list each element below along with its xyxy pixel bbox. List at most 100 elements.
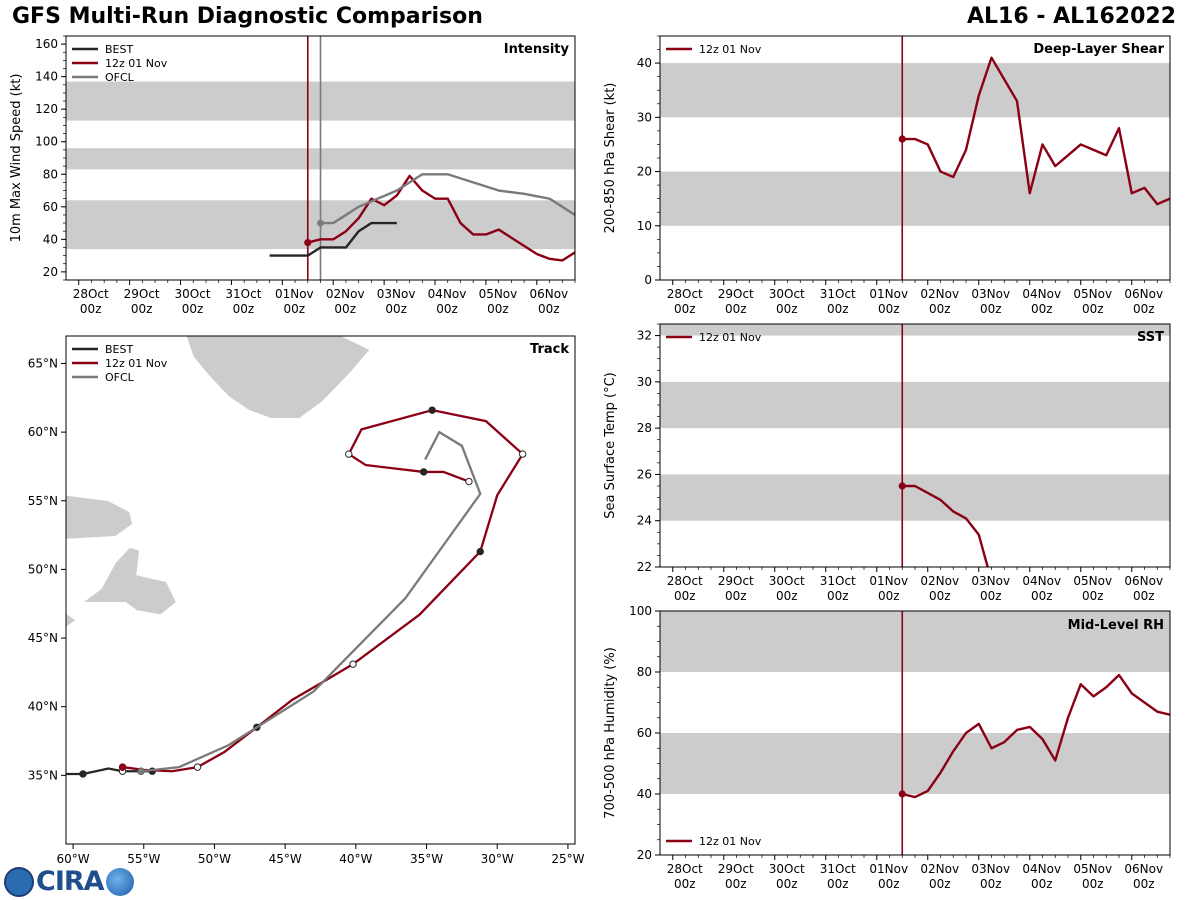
y-tick-label: 20 [637,165,652,179]
y-tick-label: 65°N [28,356,58,370]
y-axis-label: 10m Max Wind Speed (kt) [9,74,24,243]
x-tick-sublabel: 00z [674,877,696,891]
x-tick-label: 30Oct [769,574,805,588]
y-tick-label: 40 [637,787,652,801]
track-line-ofcl [140,430,482,773]
x-tick-label: 05Nov [479,287,518,301]
legend-label: BEST [105,43,133,56]
x-tick-label: 28Oct [73,287,109,301]
x-tick-sublabel: 00z [1082,589,1104,603]
threshold-band [660,611,1170,672]
x-tick-label: 05Nov [1073,574,1112,588]
x-tick-sublabel: 00z [1082,877,1104,891]
panel-track: 60°W 55°W 50°W 45°W 40°W 35°W 30°W 25°W 35°N 40°N… [28,335,585,866]
plot-area [66,336,527,778]
x-tick-label: 04Nov [1022,287,1061,301]
y-tick-label: 40 [637,56,652,70]
x-tick-label: 01Nov [869,574,908,588]
y-tick-label: 40 [43,232,58,246]
axes-frame [659,323,1171,568]
y-tick-label: 160 [35,37,58,51]
x-tick-sublabel: 00z [80,302,102,316]
x-tick-sublabel: 00z [1031,302,1053,316]
globe-icon [105,867,134,896]
x-tick-sublabel: 00z [827,302,849,316]
x-tick-label: 03Nov [971,287,1010,301]
y-tick-label: 60 [43,200,58,214]
x-tick-label: 30Oct [175,287,211,301]
series-start-point [304,238,312,247]
x-tick-label: 35°W [410,852,443,866]
x-tick-sublabel: 00z [878,877,900,891]
panel-title: Deep-Layer Shear [1033,42,1164,57]
x-tick-sublabel: 00z [725,877,747,891]
x-tick-sublabel: 00z [980,302,1002,316]
x-tick-label: 05Nov [1073,287,1112,301]
y-tick-label: 30 [637,110,652,124]
x-tick-label: 06Nov [1124,574,1163,588]
nova-scotia-land [66,612,77,628]
panel-rh: 2040608010028Oct00z29Oct00z30Oct00z31Oct… [603,604,1171,891]
y-tick-label: 140 [35,70,58,84]
x-tick-sublabel: 00z [538,302,560,316]
x-tick-label: 02Nov [920,574,959,588]
series-start-point [898,482,906,490]
threshold-band [660,324,1170,336]
y-tick-label: 10 [637,219,652,233]
x-tick-sublabel: 00z [131,302,153,316]
x-tick-label: 40°W [339,852,372,866]
panel-title: Track [530,342,569,357]
y-tick-label: 100 [629,604,652,618]
x-tick-label: 03Nov [971,574,1010,588]
page-title: GFS Multi-Run Diagnostic Comparison [12,4,483,29]
threshold-band [660,474,1170,521]
y-tick-label: 35°N [28,768,58,782]
x-tick-label: 04Nov [1022,574,1061,588]
series-line-12z-01-nov [901,673,1170,799]
y-tick-label: 32 [637,329,652,343]
x-tick-sublabel: 00z [233,302,255,316]
panel-shear: 01020304028Oct00z29Oct00z30Oct00z31Oct00… [603,35,1171,316]
track-line-12z-01-nov [122,408,525,773]
greenland-land [185,336,371,419]
x-tick-label: 28Oct [667,574,703,588]
series-line-best [269,221,397,257]
x-tick-label: 28Oct [667,862,703,876]
x-tick-label: 01Nov [869,862,908,876]
x-tick-label: 45°W [269,852,302,866]
legend-label: OFCL [105,371,135,384]
cira-logo-text: CIRA [36,866,105,897]
y-tick-label: 45°N [28,631,58,645]
track-point [465,477,473,486]
y-tick-label: 40°N [28,700,58,714]
track-point [428,406,436,414]
x-tick-label: 50°W [198,852,231,866]
panel-sst: 22242628303228Oct00z29Oct00z30Oct00z31Oc… [603,323,1171,603]
y-axis-label: Sea Surface Temp (°C) [603,372,618,519]
panel-title: Intensity [504,42,570,57]
x-tick-label: 06Nov [1124,287,1163,301]
x-tick-sublabel: 00z [436,302,458,316]
x-tick-sublabel: 00z [334,302,356,316]
series-line-12z-01-nov [307,174,575,262]
track-point [345,450,353,458]
series-line-ofcl [320,173,575,225]
x-tick-sublabel: 00z [284,302,306,316]
x-tick-sublabel: 00z [385,302,407,316]
panel-intensity: 2040608010012014016028Oct00z29Oct00z30Oc… [9,35,576,316]
land-layer [66,336,371,628]
x-tick-sublabel: 00z [1031,589,1053,603]
x-tick-label: 25°W [551,852,584,866]
axes-frame [65,335,576,845]
x-tick-label: 60°W [56,852,89,866]
x-tick-sublabel: 00z [1133,302,1155,316]
x-tick-sublabel: 00z [878,589,900,603]
cira-eye-icon [4,866,34,897]
newfoundland-land [81,546,177,616]
y-tick-label: 60°N [28,425,58,439]
track-point [420,468,428,476]
legend-label: 12z 01 Nov [105,57,168,70]
x-tick-sublabel: 00z [725,302,747,316]
x-tick-label: 30Oct [769,287,805,301]
cira-logo: CIRA [4,866,134,897]
